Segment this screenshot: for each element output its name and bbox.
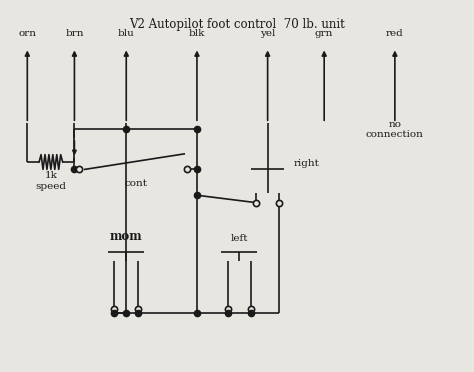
Text: no
connection: no connection (366, 119, 424, 139)
Text: blu: blu (118, 29, 135, 38)
Text: yel: yel (260, 29, 275, 38)
Text: mom: mom (110, 230, 143, 243)
Text: V2 Autopilot foot control  70 lb. unit: V2 Autopilot foot control 70 lb. unit (129, 18, 345, 31)
Text: grn: grn (315, 29, 333, 38)
Text: orn: orn (18, 29, 36, 38)
Text: cont: cont (124, 179, 147, 187)
Text: brn: brn (65, 29, 84, 38)
Text: right: right (293, 158, 319, 167)
Text: red: red (386, 29, 404, 38)
Text: left: left (231, 234, 248, 243)
Text: blk: blk (189, 29, 205, 38)
Text: 1k
speed: 1k speed (36, 171, 66, 190)
